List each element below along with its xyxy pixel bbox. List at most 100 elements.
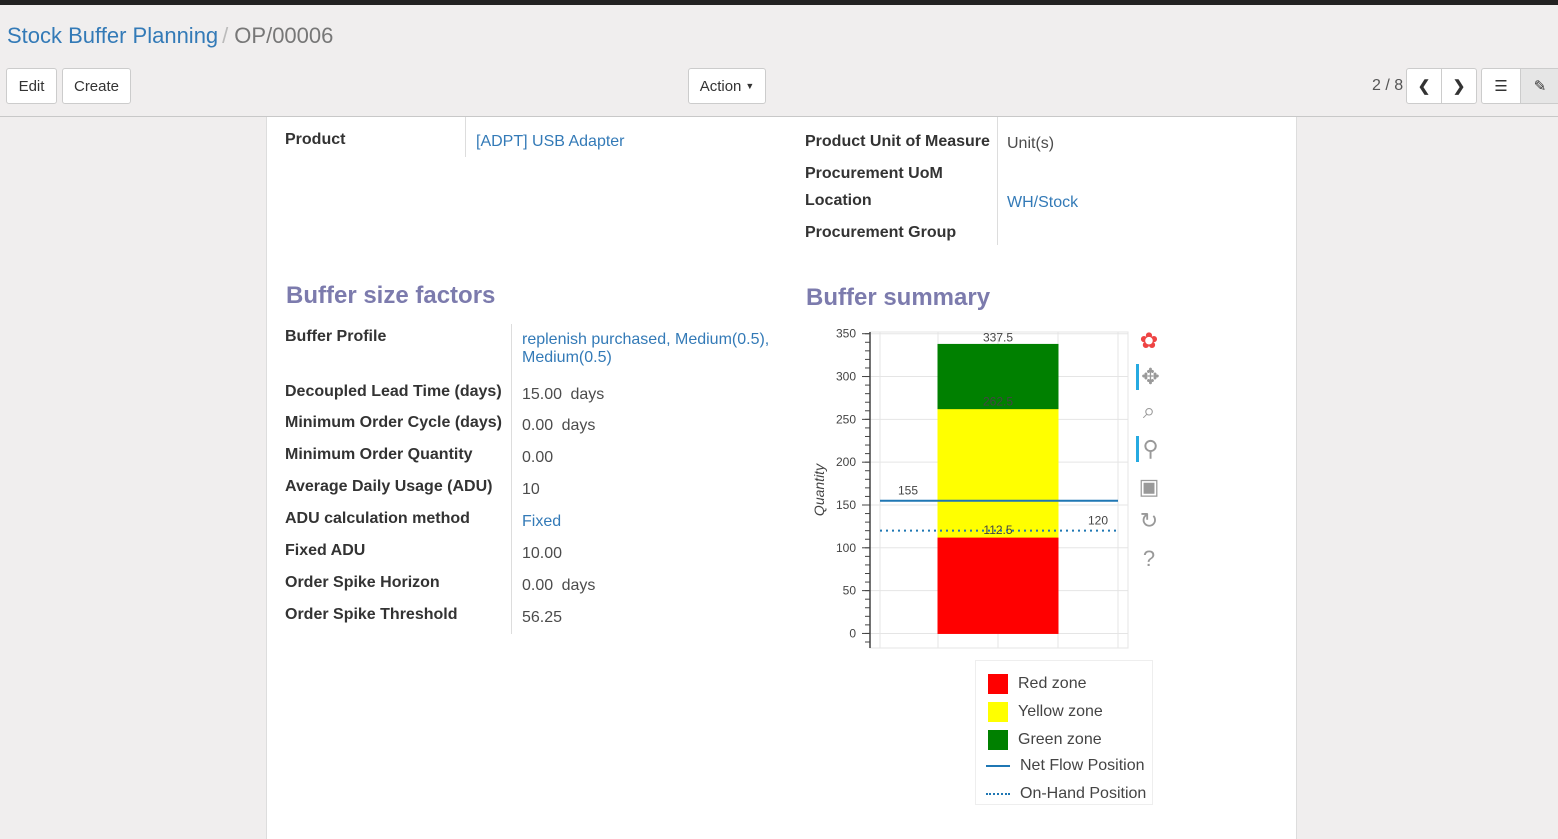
legend-swatch [988,730,1008,750]
pan-icon[interactable]: ✥ [1136,364,1162,390]
y-tick-label: 250 [836,412,856,426]
buffer-chart: 0 50 100 150 200 250 300 350 Quantity 155 120 112.5… [811,327,1129,649]
divider [465,117,466,157]
procurement-group-label: Procurement Group [805,224,957,241]
action-dropdown[interactable]: Action ▼ [688,68,766,104]
y-axis-label: Quantity [811,463,827,516]
factor-label: Fixed ADU [285,542,366,559]
factor-value: 10 [522,481,540,499]
factor-value-text: 15.00 [522,386,563,403]
caret-down-icon: ▼ [745,81,755,91]
y-tick-label: 150 [836,498,856,512]
legend-swatch [988,702,1008,722]
pager-next-button[interactable]: ❯ [1441,68,1477,104]
factor-value-text: Fixed [522,513,562,530]
y-tick-label: 50 [843,584,857,598]
legend-swatch [986,793,1010,795]
factor-value: 10.00 [522,545,562,563]
y-tick-label: 100 [836,541,856,555]
line-label: 155 [898,484,918,498]
y-tick-label: 350 [836,327,856,341]
legend-yellow-zone: Yellow zone [988,702,1103,722]
factor-value-text: replenish purchased, Medium(0.5), [522,331,770,348]
legend-label: Red zone [1018,675,1087,692]
legend-on-hand: On-Hand Position [986,785,1147,803]
buffer-size-factors-title: Buffer size factors [286,282,496,309]
line-label: 120 [1088,514,1108,528]
y-tick-label: 0 [849,626,856,640]
factor-unit: days [570,386,605,403]
legend-swatch [986,765,1010,767]
save-icon[interactable]: ▣ [1138,474,1160,499]
factor-label: Decoupled Lead Time (days) [285,383,502,400]
factor-value: 0.00 days [522,417,595,435]
location-label: Location [805,192,872,209]
legend-label: On-Hand Position [1020,785,1147,802]
product-label: Product [285,131,346,148]
factor-label: Minimum Order Quantity [285,446,473,463]
legend-label: Green zone [1018,731,1102,748]
legend-red-zone: Red zone [988,674,1087,694]
factor-value: 0.00 [522,449,553,467]
factor-value: 56.25 [522,609,562,627]
action-label: Action [699,77,742,95]
legend-swatch [988,674,1008,694]
breadcrumb-separator: / [222,23,229,48]
divider [997,117,998,245]
bar-label: 112.5 [983,523,1012,537]
breadcrumb-current: OP/00006 [234,23,334,48]
chevron-left-icon: ❮ [1417,78,1431,95]
factor-value: 15.00 days [522,386,604,404]
pager-previous-button[interactable]: ❮ [1406,68,1442,104]
reset-icon[interactable]: ↻ [1139,508,1159,533]
factor-value[interactable]: replenish purchased, Medium(0.5), Medium(… [522,331,769,367]
form-view-button[interactable]: ✎ [1520,68,1558,104]
legend-label: Net Flow Position [1020,757,1145,774]
factor-value[interactable]: Fixed [522,513,561,531]
factor-value-text: 0.00 [522,577,554,594]
factor-value-text: 0.00 [522,449,554,466]
breadcrumb: Stock Buffer Planning / OP/00006 [7,23,333,49]
buffer-summary-title: Buffer summary [806,284,991,311]
legend-net-flow: Net Flow Position [986,757,1145,775]
breadcrumb-parent[interactable]: Stock Buffer Planning [7,23,219,48]
y-tick-label: 300 [836,370,856,384]
factor-value-text: 10 [522,481,540,498]
list-view-button[interactable]: ☰ [1481,68,1521,104]
top-bar [0,0,1558,5]
factor-label: Buffer Profile [285,328,387,345]
help-icon[interactable]: ? [1142,546,1156,571]
bar-segment-red-zone [937,536,1059,634]
factor-value: 0.00 days [522,577,595,595]
chart-legend: Red zone Yellow zone Green zone Net Flow… [975,660,1153,805]
chevron-right-icon: ❯ [1452,78,1466,95]
legend-label: Yellow zone [1018,703,1103,720]
control-panel: Stock Buffer Planning / OP/00006 Edit Crea… [0,5,1558,117]
edit-icon: ✎ [1533,78,1547,95]
wheel-zoom-icon[interactable]: ⚲ [1136,436,1162,462]
bokeh-logo-icon: ✿ [1139,328,1159,353]
product-link[interactable]: [ADPT] USB Adapter [476,133,625,150]
factor-value-text: 10.00 [522,545,563,562]
edit-button[interactable]: Edit [6,68,57,104]
factor-value-text-2: Medium(0.5) [522,349,612,366]
factor-label: Average Daily Usage (ADU) [285,478,493,495]
pager-value: 2 / 8 [1372,77,1404,94]
box-zoom-icon[interactable]: ⌕ [1142,398,1156,423]
location-link[interactable]: WH/Stock [1007,194,1079,211]
factor-value-text: 0.00 [522,417,554,434]
create-button[interactable]: Create [62,68,131,104]
factor-value-text: 56.25 [522,609,563,626]
factor-label: ADU calculation method [285,510,470,527]
factor-unit: days [561,417,596,434]
divider [511,324,512,634]
procurement-uom-label: Procurement UoM [805,165,943,182]
legend-green-zone: Green zone [988,730,1102,750]
bar-segment-green-zone [937,343,1059,410]
factor-unit: days [561,577,596,594]
bar-segment-yellow-zone [937,408,1059,538]
factor-label: Order Spike Horizon [285,574,440,591]
uom-label: Product Unit of Measure [805,133,990,150]
y-tick-label: 200 [836,455,856,469]
factor-label: Order Spike Threshold [285,606,458,623]
